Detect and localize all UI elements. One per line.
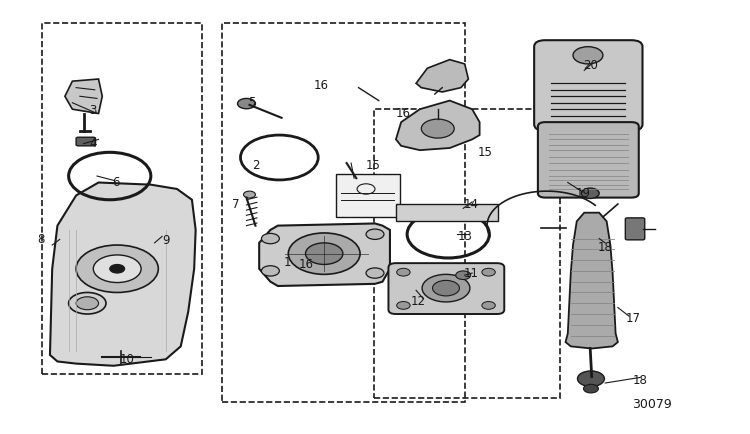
Circle shape: [262, 233, 279, 244]
Circle shape: [69, 293, 106, 314]
Text: 17: 17: [626, 312, 640, 325]
Polygon shape: [396, 204, 498, 221]
FancyBboxPatch shape: [336, 174, 400, 217]
Circle shape: [482, 268, 495, 276]
Circle shape: [366, 268, 384, 278]
Circle shape: [93, 255, 141, 283]
Circle shape: [262, 266, 279, 276]
FancyBboxPatch shape: [76, 137, 95, 146]
Polygon shape: [50, 183, 196, 366]
Circle shape: [456, 271, 471, 279]
Text: 15: 15: [366, 159, 381, 172]
Polygon shape: [396, 101, 479, 150]
Text: 9: 9: [162, 234, 170, 247]
Text: 4: 4: [89, 137, 97, 150]
Text: 5: 5: [248, 96, 255, 109]
FancyBboxPatch shape: [538, 122, 639, 197]
Circle shape: [76, 297, 98, 310]
Text: 16: 16: [396, 107, 411, 120]
Text: 15: 15: [478, 146, 493, 159]
FancyBboxPatch shape: [534, 40, 643, 131]
Polygon shape: [260, 224, 390, 286]
Circle shape: [482, 302, 495, 309]
Circle shape: [578, 371, 604, 386]
Circle shape: [573, 47, 603, 64]
Circle shape: [288, 233, 360, 274]
Polygon shape: [416, 59, 469, 92]
Text: 19: 19: [575, 187, 590, 200]
Text: 14: 14: [464, 197, 478, 210]
Text: 30079: 30079: [632, 398, 671, 411]
Text: 18: 18: [633, 375, 648, 388]
Circle shape: [581, 188, 599, 198]
Text: 6: 6: [112, 176, 119, 189]
Circle shape: [244, 191, 256, 198]
Text: 20: 20: [583, 59, 598, 72]
Text: 12: 12: [411, 295, 426, 308]
Text: 16: 16: [298, 258, 314, 271]
Text: 10: 10: [119, 353, 134, 366]
Circle shape: [422, 274, 470, 302]
Text: 13: 13: [458, 230, 472, 243]
Polygon shape: [566, 213, 618, 349]
FancyBboxPatch shape: [388, 263, 504, 314]
Polygon shape: [65, 79, 102, 114]
Circle shape: [433, 280, 460, 296]
Circle shape: [76, 245, 158, 293]
Circle shape: [397, 268, 410, 276]
Text: 7: 7: [232, 197, 239, 210]
Text: 1: 1: [284, 256, 291, 269]
Text: 2: 2: [252, 159, 260, 172]
Text: 16: 16: [314, 79, 328, 92]
Circle shape: [397, 302, 410, 309]
FancyBboxPatch shape: [626, 218, 645, 240]
Circle shape: [238, 99, 256, 109]
Circle shape: [366, 229, 384, 240]
Circle shape: [305, 243, 343, 264]
Text: 8: 8: [38, 233, 45, 246]
Text: 3: 3: [89, 104, 97, 117]
Circle shape: [584, 385, 598, 393]
Text: 11: 11: [464, 266, 478, 279]
Circle shape: [422, 119, 454, 138]
Circle shape: [110, 264, 125, 273]
Text: 18: 18: [598, 241, 613, 254]
